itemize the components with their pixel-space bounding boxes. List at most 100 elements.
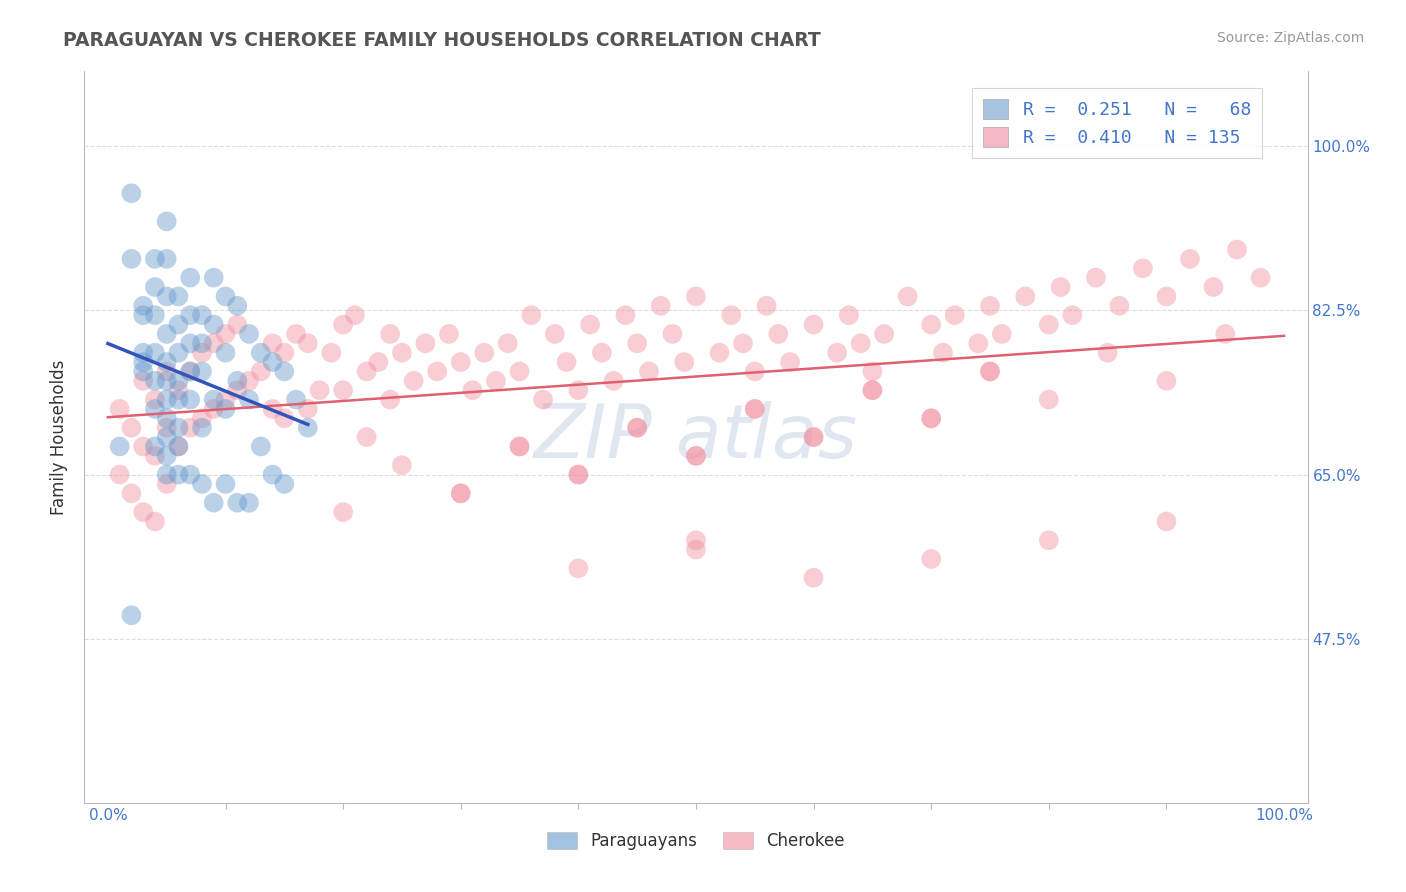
Point xyxy=(143,374,166,388)
Point xyxy=(191,364,214,378)
Point xyxy=(567,561,589,575)
Point xyxy=(191,420,214,434)
Point xyxy=(285,326,308,341)
Point xyxy=(803,318,825,332)
Point xyxy=(744,401,766,416)
Point xyxy=(591,345,613,359)
Point xyxy=(1108,299,1130,313)
Point xyxy=(1156,289,1178,303)
Point xyxy=(779,355,801,369)
Point xyxy=(1038,318,1060,332)
Point xyxy=(509,364,531,378)
Point xyxy=(1038,392,1060,407)
Point xyxy=(191,308,214,322)
Point xyxy=(273,411,295,425)
Point xyxy=(520,308,543,322)
Point xyxy=(943,308,966,322)
Point xyxy=(920,318,942,332)
Point xyxy=(238,326,260,341)
Point xyxy=(343,308,366,322)
Point xyxy=(273,364,295,378)
Point xyxy=(1084,270,1107,285)
Point xyxy=(897,289,920,303)
Point xyxy=(226,383,249,397)
Point xyxy=(979,364,1001,378)
Point xyxy=(179,364,201,378)
Point xyxy=(1132,261,1154,276)
Point xyxy=(262,336,284,351)
Point xyxy=(321,345,343,359)
Point xyxy=(567,383,589,397)
Point xyxy=(202,392,225,407)
Text: PARAGUAYAN VS CHEROKEE FAMILY HOUSEHOLDS CORRELATION CHART: PARAGUAYAN VS CHEROKEE FAMILY HOUSEHOLDS… xyxy=(63,31,821,50)
Point xyxy=(226,299,249,313)
Point xyxy=(932,345,955,359)
Point xyxy=(156,392,179,407)
Point xyxy=(238,374,260,388)
Point xyxy=(120,252,142,266)
Point xyxy=(685,542,707,557)
Point xyxy=(1250,270,1272,285)
Point xyxy=(108,401,131,416)
Point xyxy=(1226,243,1249,257)
Point xyxy=(402,374,425,388)
Point xyxy=(496,336,519,351)
Point xyxy=(332,318,354,332)
Point xyxy=(825,345,848,359)
Point xyxy=(380,392,402,407)
Point xyxy=(167,383,190,397)
Point xyxy=(238,496,260,510)
Point xyxy=(531,392,554,407)
Point xyxy=(120,486,142,500)
Point xyxy=(873,326,896,341)
Point xyxy=(143,440,166,454)
Point xyxy=(167,374,190,388)
Point xyxy=(167,345,190,359)
Point xyxy=(544,326,567,341)
Point xyxy=(156,214,179,228)
Point xyxy=(332,505,354,519)
Point xyxy=(1178,252,1201,266)
Point xyxy=(709,345,731,359)
Point xyxy=(202,318,225,332)
Point xyxy=(1156,515,1178,529)
Point xyxy=(860,383,883,397)
Point xyxy=(297,336,319,351)
Point xyxy=(567,467,589,482)
Point xyxy=(226,496,249,510)
Point xyxy=(308,383,330,397)
Point xyxy=(367,355,389,369)
Point xyxy=(214,345,236,359)
Point xyxy=(685,289,707,303)
Point xyxy=(285,392,308,407)
Point xyxy=(450,355,472,369)
Point xyxy=(685,449,707,463)
Point xyxy=(356,364,378,378)
Point xyxy=(167,440,190,454)
Point xyxy=(579,318,602,332)
Point xyxy=(626,420,648,434)
Point xyxy=(273,477,295,491)
Point xyxy=(156,364,179,378)
Point xyxy=(226,318,249,332)
Point xyxy=(860,383,883,397)
Point xyxy=(567,467,589,482)
Point xyxy=(108,467,131,482)
Point xyxy=(249,440,271,454)
Point xyxy=(661,326,683,341)
Point xyxy=(132,345,155,359)
Point xyxy=(132,374,155,388)
Point xyxy=(849,336,872,351)
Point xyxy=(191,345,214,359)
Point xyxy=(202,496,225,510)
Point xyxy=(437,326,460,341)
Point xyxy=(1014,289,1036,303)
Point xyxy=(202,401,225,416)
Point xyxy=(297,420,319,434)
Point xyxy=(461,383,484,397)
Point xyxy=(920,552,942,566)
Point xyxy=(1097,345,1119,359)
Point xyxy=(108,440,131,454)
Point xyxy=(191,336,214,351)
Point xyxy=(262,355,284,369)
